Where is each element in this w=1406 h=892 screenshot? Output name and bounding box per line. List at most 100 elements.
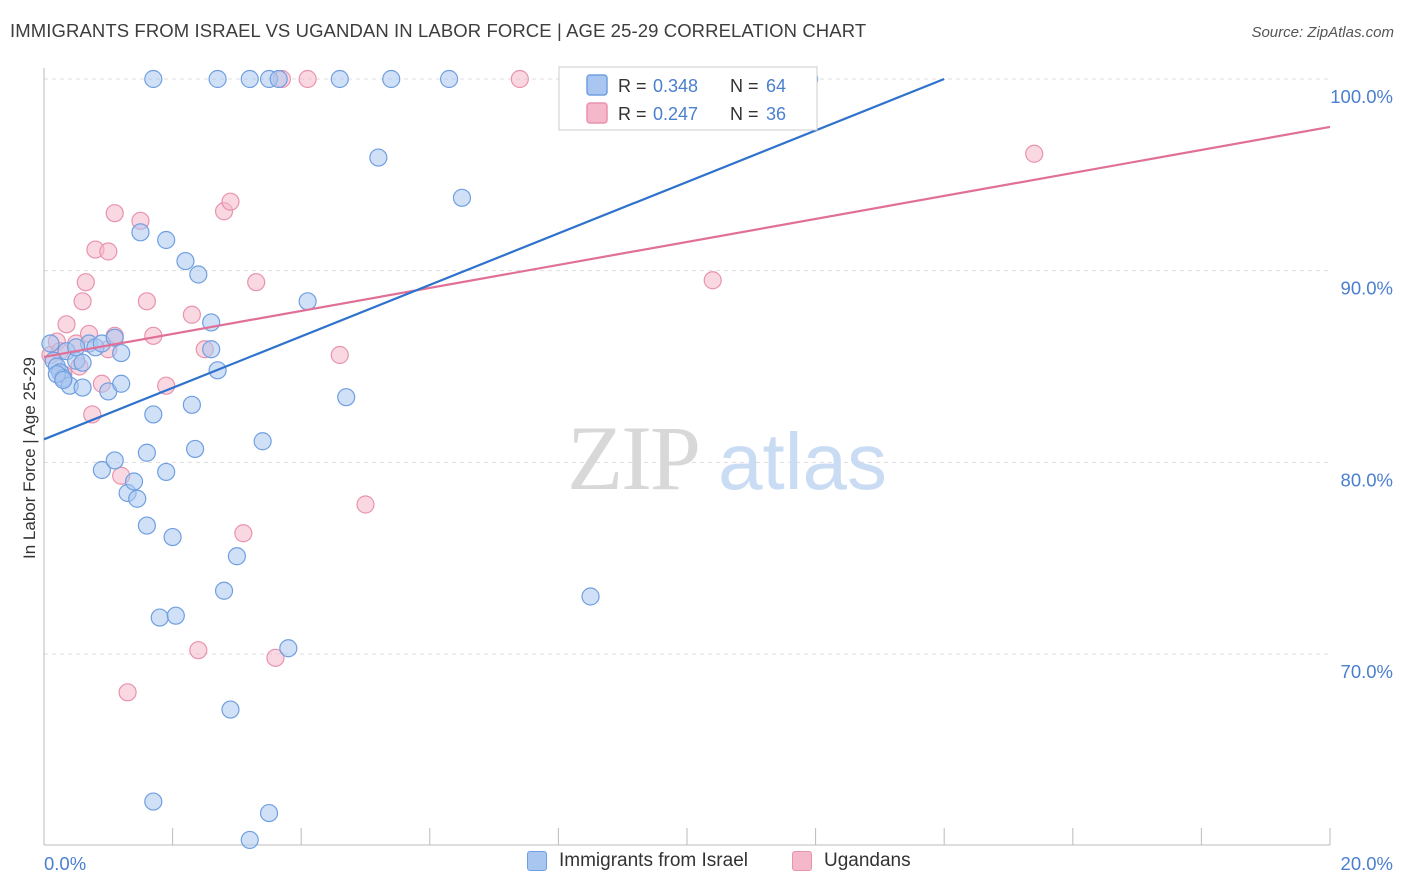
israel-point: [166, 606, 185, 625]
legend-swatch-israel: [586, 74, 608, 96]
israel-point: [137, 516, 156, 535]
legend-n-value-ugandan: 36: [766, 104, 786, 124]
ugandan-point: [356, 495, 375, 514]
ugandan-point: [76, 273, 95, 292]
israel-point: [452, 188, 472, 207]
israel-point: [214, 581, 234, 600]
israel-point: [240, 830, 259, 850]
y-tick-label: 80.0%: [1341, 469, 1393, 490]
israel-point: [144, 405, 163, 424]
ugandan-point: [510, 69, 529, 89]
israel-point: [182, 395, 201, 414]
y-tick-label: 100.0%: [1330, 86, 1393, 107]
israel-point: [112, 374, 131, 393]
israel-point: [330, 69, 349, 89]
israel-point: [176, 251, 195, 271]
y-tick-label: 90.0%: [1341, 278, 1393, 299]
ugandan-point: [73, 292, 92, 311]
chart-title: IMMIGRANTS FROM ISRAEL VS UGANDAN IN LAB…: [10, 20, 867, 41]
israel-point: [227, 547, 246, 566]
israel-point: [112, 343, 131, 363]
legend-r-value-ugandan: 0.247: [653, 104, 698, 124]
ugandan-point: [105, 204, 124, 223]
ugandan-point: [703, 271, 722, 290]
trend-line-ugandans: [43, 125, 1331, 358]
israel-point: [202, 340, 221, 359]
legend-r-value-israel: 0.348: [653, 76, 698, 96]
israel-point: [186, 439, 205, 459]
x-tick-label: 20.0%: [1341, 853, 1393, 874]
ugandan-point: [157, 376, 176, 395]
ugandan-point: [221, 192, 240, 211]
ugandan-point: [182, 305, 201, 324]
ugandan-point: [234, 524, 253, 543]
series-legend: Immigrants from Israel Ugandans: [0, 850, 1406, 880]
watermark-zip: ZIP: [567, 407, 699, 509]
israel-point: [157, 230, 176, 250]
israel-point: [131, 223, 150, 242]
watermark-atlas: atlas: [718, 417, 887, 506]
israel-point: [144, 792, 163, 811]
israel-point: [253, 432, 272, 451]
ugandan-point: [137, 292, 156, 311]
israel-point: [189, 265, 208, 284]
stats-legend: R = 0.348 N = 64 R = 0.247 N = 36: [558, 66, 818, 131]
trend-lines: [43, 77, 1331, 441]
legend-swatch-israel-bottom: [527, 851, 547, 871]
israel-point: [157, 462, 176, 482]
israel-point: [144, 69, 163, 89]
israel-point: [382, 69, 401, 89]
series-ugandans-points: [41, 69, 1044, 702]
ugandan-point: [99, 242, 118, 261]
legend-swatch-ugandan: [586, 102, 608, 124]
ugandan-point: [330, 345, 349, 365]
y-axis-label: In Labor Force | Age 25-29: [20, 357, 39, 559]
tick-labels: 70.0% 80.0% 90.0% 100.0% 0.0% 20.0%: [44, 86, 1393, 874]
y-tick-label: 70.0%: [1341, 661, 1393, 682]
legend-n-value-israel: 64: [766, 76, 786, 96]
ugandan-point: [298, 69, 317, 89]
israel-point: [337, 388, 356, 407]
israel-point: [259, 803, 279, 823]
ugandan-point: [189, 641, 208, 660]
israel-point: [105, 451, 124, 470]
x-tick-label: 0.0%: [44, 853, 86, 874]
israel-point: [92, 460, 111, 480]
israel-point: [73, 378, 92, 397]
legend-n-label-ugandan: N =: [730, 104, 764, 124]
israel-point: [208, 69, 227, 89]
israel-point: [124, 472, 144, 491]
grid-lines: [44, 78, 1330, 655]
legend-item-ugandan: Ugandans: [792, 850, 911, 872]
israel-point: [279, 639, 298, 658]
ugandan-point: [266, 648, 285, 667]
israel-point: [73, 353, 92, 372]
legend-swatch-ugandan-bottom: [792, 851, 812, 871]
israel-point: [137, 443, 156, 462]
israel-point: [54, 370, 73, 390]
ugandan-point: [1025, 144, 1044, 163]
source-label: Source: ZipAtlas.com: [1251, 24, 1394, 41]
trend-line-israel: [43, 77, 945, 441]
israel-point: [150, 608, 169, 627]
israel-point: [298, 292, 317, 311]
israel-point: [240, 69, 259, 89]
israel-point: [581, 587, 600, 606]
watermark: ZIP atlas: [567, 407, 887, 509]
israel-point: [128, 489, 147, 508]
axes: [43, 68, 1331, 846]
ugandan-point: [118, 683, 137, 702]
israel-point: [41, 334, 60, 353]
israel-point: [221, 700, 240, 719]
legend-r-label-ugandan: R =: [618, 104, 652, 124]
legend-item-israel: Immigrants from Israel: [527, 850, 748, 872]
israel-point: [369, 148, 388, 167]
israel-point: [163, 527, 182, 547]
ugandan-point: [57, 315, 76, 334]
legend-label-ugandan: Ugandans: [824, 850, 911, 871]
series-israel-points: [41, 69, 819, 850]
israel-point: [439, 69, 459, 89]
israel-point: [105, 328, 124, 347]
israel-point: [269, 69, 288, 89]
